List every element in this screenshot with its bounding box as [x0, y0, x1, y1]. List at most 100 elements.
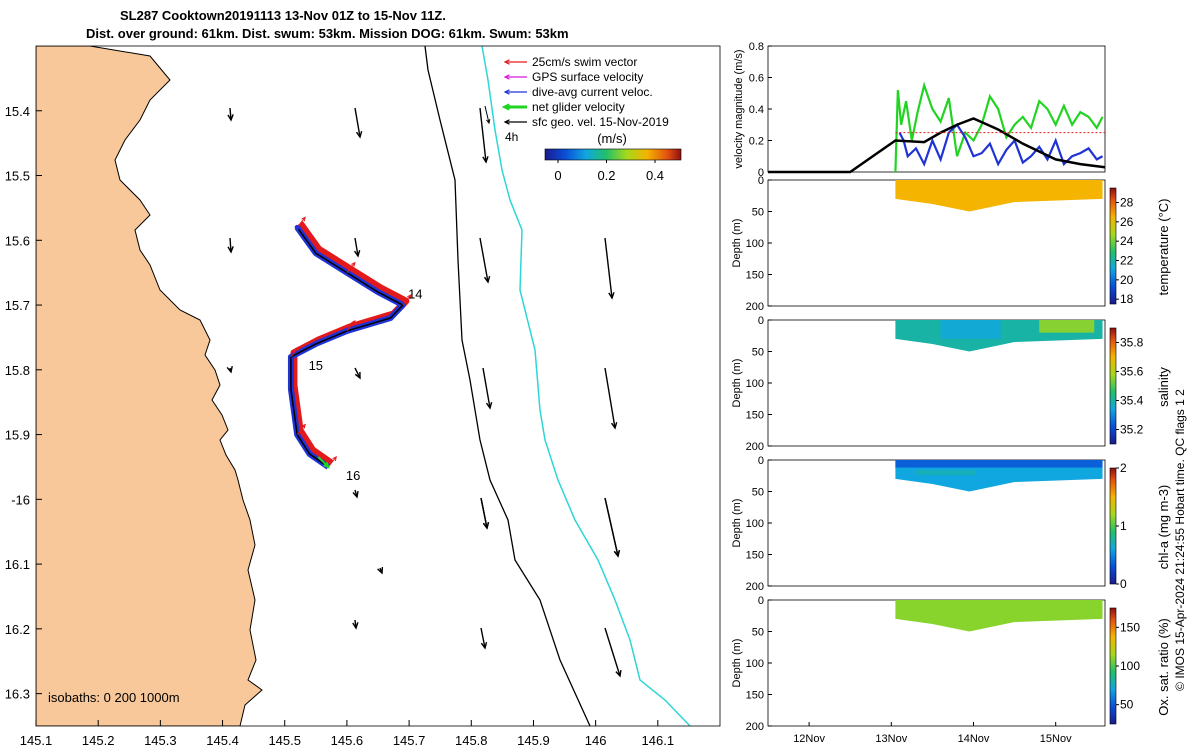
- arrow-head: [407, 294, 412, 300]
- colorbar-tick-label: 0.4: [646, 168, 664, 183]
- legend-arrow: [503, 89, 527, 95]
- velocity-series-line: [894, 81, 1104, 173]
- arrow-head: [486, 118, 491, 125]
- colorbar-tick-label: 22: [1120, 254, 1134, 268]
- colorbar-tick-label: 0.2: [597, 168, 615, 183]
- arrow-head: [482, 156, 489, 164]
- lon-tick-label: 145.6: [331, 733, 364, 748]
- chart-title-line2: Dist. over ground: 61km. Dist. swum: 53k…: [86, 26, 569, 41]
- depth-tick-label: 200: [746, 581, 764, 593]
- lat-tick-label: 16.1: [5, 557, 30, 572]
- depth-tick-label: 100: [746, 658, 764, 670]
- lon-tick-label: 145.7: [393, 733, 426, 748]
- arrow-shaft: [354, 237, 359, 257]
- chla-colorbar: [1109, 467, 1117, 585]
- depth-ylabel: Depth (m): [731, 499, 743, 548]
- colorbar-tick-label: 18: [1120, 292, 1134, 306]
- arrow-shaft: [346, 320, 356, 332]
- legend-label: dive-avg current veloc.: [532, 85, 653, 99]
- arrow-head: [503, 59, 510, 65]
- lon-tick-label: 145.2: [82, 733, 115, 748]
- colorbar-tick-label: 100: [1120, 659, 1140, 673]
- arrow-head: [351, 261, 356, 267]
- lon-tick-label: 145.4: [206, 733, 239, 748]
- arrow-head: [354, 371, 361, 380]
- depth-ylabel: Depth (m): [731, 219, 743, 268]
- lat-tick-label: 15.8: [5, 363, 30, 378]
- salinity-low-patch: [940, 320, 1001, 339]
- isobath-1000m: [481, 46, 691, 726]
- swim-vector-arrow: [327, 456, 337, 468]
- speed-colorbar: [544, 148, 682, 161]
- day-marker-label: 16: [346, 468, 360, 483]
- arrow-head: [503, 119, 510, 125]
- temperature-colorbar-label: temperature (°C): [1156, 199, 1171, 296]
- arrow-head: [615, 669, 622, 678]
- depth-tick-label: 150: [746, 550, 764, 562]
- arrow-head: [353, 250, 361, 258]
- depth-tick-label: 0: [758, 315, 764, 327]
- arrow-head: [501, 103, 511, 111]
- geostrophic-vector-arrow: [377, 566, 384, 575]
- lat-tick-label: -16: [11, 492, 30, 507]
- day-marker-label: 15: [309, 358, 323, 373]
- time-tick-label: 12Nov: [793, 733, 825, 745]
- depth-tick-label: 100: [746, 518, 764, 530]
- map-contents: 14 15 16: [36, 46, 691, 726]
- arrow-scale-label: 4h: [505, 130, 518, 144]
- arrow-head: [608, 292, 615, 300]
- arrow-shaft: [479, 107, 487, 163]
- arrow-head: [352, 490, 359, 499]
- arrow-shaft: [604, 627, 621, 677]
- lat-tick-label: 15.4: [5, 104, 30, 119]
- arrow-shaft: [480, 497, 488, 529]
- temperature-section: [895, 180, 1103, 212]
- geostrophic-vector-arrow: [353, 237, 361, 258]
- temperature-colorbar: [1109, 187, 1117, 305]
- velocity-y-tick-label: 0.6: [749, 73, 764, 85]
- arrow-shaft: [290, 346, 300, 358]
- imos-footer-note: © IMOS 15-Apr-2024 21:24:55 Hobart time.…: [1173, 389, 1187, 691]
- chart-title-line1: SL287 Cooktown20191113 13-Nov 01Z to 15-…: [120, 8, 446, 23]
- arrow-head: [355, 131, 363, 139]
- colorbar-title: (m/s): [597, 131, 627, 146]
- colorbar-tick-label: 35.6: [1120, 365, 1144, 379]
- lon-tick-label: 145.5: [268, 733, 301, 748]
- chla-subsurface-band: [915, 470, 976, 476]
- colorbar-tick-label: 28: [1120, 196, 1134, 210]
- arrow-shaft: [229, 237, 232, 253]
- arrow-head: [610, 422, 618, 430]
- arrow-shaft: [604, 367, 616, 429]
- oxygen-colorbar: [1109, 607, 1117, 725]
- legend-scale-arrow: [484, 105, 491, 125]
- lon-tick-label: 145.8: [455, 733, 488, 748]
- arrow-head: [226, 365, 233, 374]
- geostrophic-vector-arrow: [354, 107, 363, 139]
- arrow-head: [503, 74, 510, 80]
- velocity-series-line: [768, 117, 1106, 174]
- track-start-point: [294, 224, 300, 230]
- legend-arrow: [503, 74, 527, 80]
- net-glider-velocity-arrow: [317, 456, 330, 469]
- depth-tick-label: 50: [752, 627, 764, 639]
- colorbar-tick-label: 2: [1120, 461, 1127, 475]
- chla-section: [895, 460, 1103, 492]
- velocity-series-line: [898, 123, 1104, 167]
- velocity-y-tick-label: 0.8: [749, 41, 764, 53]
- map-frame: [35, 45, 721, 727]
- colorbar-tick-label: 35.4: [1120, 394, 1144, 408]
- arrow-head: [227, 246, 234, 254]
- legend-label: 25cm/s swim vector: [532, 55, 637, 69]
- arrow-shaft: [229, 107, 232, 121]
- arrow-head: [301, 216, 306, 222]
- arrow-head: [351, 320, 356, 325]
- colorbar-tick-label: 20: [1120, 273, 1134, 287]
- depth-tick-label: 200: [746, 441, 764, 453]
- lat-tick-label: 16.2: [5, 622, 30, 637]
- arrow-shaft: [327, 456, 337, 468]
- arrow-head: [377, 566, 384, 575]
- arrow-head: [480, 642, 488, 650]
- geostrophic-vector-arrow: [480, 627, 488, 650]
- legend-arrow: [501, 103, 527, 111]
- geostrophic-vector-arrow: [227, 237, 234, 254]
